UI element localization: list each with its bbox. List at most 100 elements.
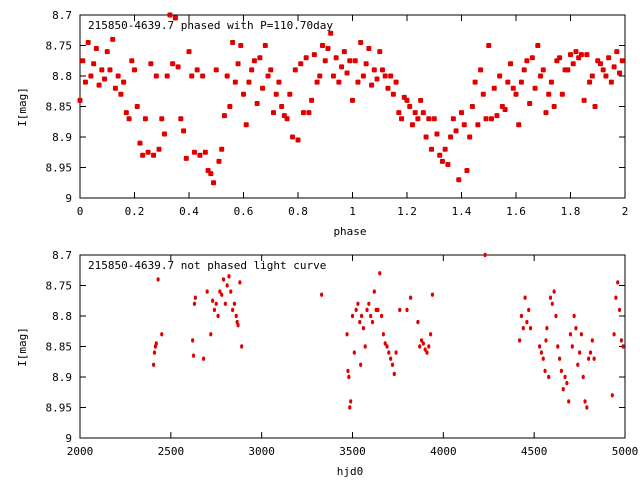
data-point-bottom — [612, 332, 616, 337]
data-point-top — [167, 12, 173, 18]
data-point-bottom — [212, 307, 217, 313]
data-point-top — [145, 149, 151, 155]
data-point-top — [584, 52, 590, 58]
data-point-bottom — [387, 350, 391, 355]
data-point-bottom — [227, 274, 231, 279]
data-point-bottom — [346, 368, 350, 374]
data-point-bottom — [521, 326, 525, 331]
data-point-top — [393, 79, 399, 85]
data-point-bottom — [369, 313, 373, 319]
data-point-top — [284, 116, 290, 122]
data-point-top — [459, 110, 464, 116]
data-point-bottom — [559, 368, 564, 374]
data-point-bottom — [151, 362, 156, 367]
x-tick-label: 1.4 — [452, 205, 472, 218]
data-point-top — [80, 58, 86, 64]
data-point-top — [123, 110, 129, 116]
data-point-bottom — [548, 295, 553, 300]
data-point-bottom — [518, 338, 522, 343]
data-point-top — [219, 146, 225, 152]
data-point-top — [418, 97, 424, 103]
data-point-bottom — [590, 338, 594, 343]
data-point-top — [589, 73, 595, 79]
y-tick-label: 8.8 — [52, 70, 72, 83]
y-ticks-bottom: 8.7 8.75 8.8 8.85 8.9 8.95 9 — [46, 249, 625, 445]
data-point-bottom — [538, 344, 542, 349]
data-point-top — [202, 149, 208, 155]
data-point-top — [431, 116, 437, 122]
data-point-top — [467, 134, 473, 140]
phased-light-curve-panel: 8.7 8.75 8.8 8.85 8.9 8.95 9 0 0.2 0.4 0.6 0.8 1 1.2… — [16, 9, 628, 238]
data-point-top — [505, 79, 511, 85]
data-point-top — [213, 67, 219, 73]
data-point-top — [121, 79, 127, 85]
data-point-bottom — [390, 362, 395, 367]
data-point-bottom — [587, 356, 591, 361]
data-point-top — [292, 67, 298, 73]
data-point-bottom — [216, 313, 220, 319]
data-point-top — [320, 43, 326, 48]
data-point-top — [600, 67, 606, 73]
data-point-top — [472, 79, 478, 85]
data-point-top — [330, 73, 336, 79]
data-point-top — [77, 97, 83, 103]
data-point-bottom — [214, 301, 218, 306]
data-point-top — [442, 146, 448, 152]
data-point-bottom — [585, 405, 589, 410]
data-point-top — [279, 104, 285, 109]
data-point-top — [314, 79, 320, 85]
data-point-bottom — [552, 289, 556, 294]
chart-title-top: 215850-4639.7 phased with P=110.70day — [88, 19, 333, 32]
data-point-top — [230, 39, 236, 45]
data-point-bottom — [223, 301, 227, 306]
data-point-top — [126, 116, 132, 122]
data-point-top — [164, 73, 170, 79]
data-point-bottom — [541, 356, 545, 361]
y-tick-label: 8.95 — [46, 402, 73, 415]
data-point-top — [137, 140, 143, 146]
data-point-top — [606, 55, 612, 61]
plot-frame-top — [79, 14, 626, 199]
data-point-top — [510, 85, 516, 91]
chart-title-bottom: 215850-4639.7 not phased light curve — [88, 259, 326, 272]
data-point-top — [415, 116, 421, 122]
data-point-top — [369, 82, 375, 88]
data-point-top — [603, 73, 609, 79]
x-tick-label: 2500 — [158, 445, 185, 458]
data-point-top — [208, 171, 214, 177]
data-point-top — [216, 158, 222, 164]
data-point-top — [257, 55, 263, 61]
data-point-top — [235, 61, 241, 67]
data-point-top — [311, 52, 317, 58]
data-point-top — [587, 79, 593, 85]
data-point-top — [548, 79, 554, 85]
data-point-top — [341, 49, 347, 55]
data-point-bottom — [425, 350, 429, 355]
y-tick-label: 8.8 — [52, 310, 72, 323]
data-point-bottom — [409, 295, 413, 300]
data-point-top — [508, 61, 514, 67]
y-tick-label: 8.9 — [52, 371, 72, 384]
data-point-bottom — [579, 332, 584, 337]
data-point-top — [480, 91, 486, 97]
data-point-top — [404, 97, 410, 103]
data-point-bottom — [556, 344, 560, 349]
data-point-bottom — [379, 313, 384, 319]
data-point-top — [251, 58, 257, 64]
data-point-top — [112, 85, 118, 91]
data-point-top — [568, 52, 573, 58]
data-point-bottom — [570, 344, 574, 349]
data-point-bottom — [209, 332, 213, 337]
data-point-bottom — [550, 301, 554, 306]
y-tick-label: 8.7 — [52, 249, 72, 262]
data-point-top — [570, 61, 576, 67]
data-point-bottom — [572, 313, 576, 319]
data-point-top — [268, 67, 274, 73]
data-point-top — [88, 73, 94, 79]
data-point-top — [573, 49, 579, 55]
data-point-top — [211, 180, 217, 186]
data-point-top — [142, 116, 148, 122]
data-point-top — [254, 100, 260, 106]
data-point-bottom — [544, 338, 548, 343]
